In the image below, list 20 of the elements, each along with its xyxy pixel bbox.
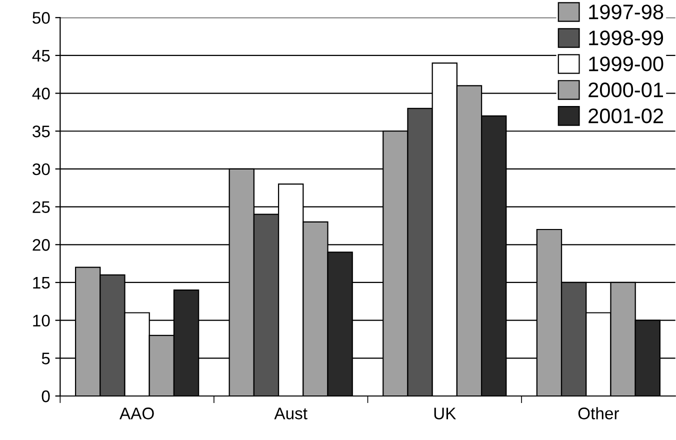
y-tick-label: 35 — [32, 126, 50, 138]
y-tick-label: 25 — [32, 201, 50, 214]
y-tick-label: 10 — [33, 314, 50, 327]
legend-label: 2000-01 — [588, 82, 664, 98]
y-tick-label: 30 — [32, 163, 50, 176]
legend-label: 1999-00 — [589, 56, 664, 72]
x-tick-label: Other — [578, 407, 619, 420]
x-tick-label: UK — [434, 408, 456, 420]
legend-label: 1998-99 — [589, 30, 664, 46]
y-tick-label: 40 — [32, 88, 50, 100]
x-tick-label: AAO — [119, 408, 154, 420]
x-tick-label: Aust — [274, 408, 308, 420]
y-tick-label: 50 — [32, 12, 50, 24]
y-tick-label: 0 — [42, 390, 50, 402]
y-tick-label: 5 — [42, 352, 50, 364]
legend-label: 1997-98 — [589, 4, 664, 20]
legend-label: 2001-02 — [588, 108, 663, 124]
y-tick-label: 20 — [32, 239, 50, 251]
y-tick-label: 45 — [32, 50, 50, 62]
y-tick-label: 15 — [33, 277, 50, 289]
